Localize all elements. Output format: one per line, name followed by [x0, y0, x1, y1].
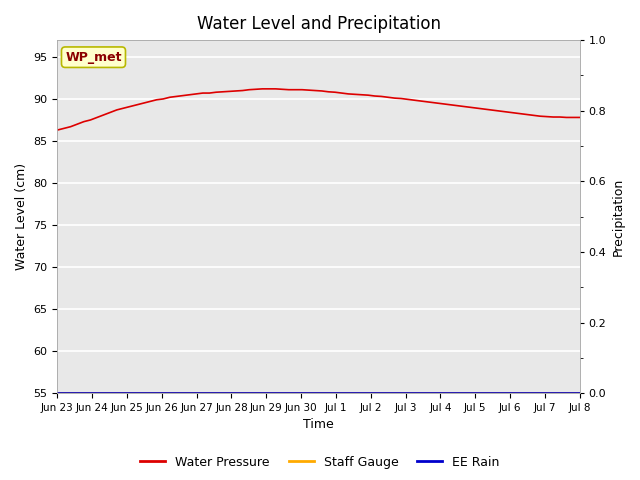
Text: WP_met: WP_met — [65, 51, 122, 64]
Title: Water Level and Precipitation: Water Level and Precipitation — [196, 15, 440, 33]
Water Pressure — [397, 96, 405, 101]
Staff Gauge — [410, 390, 418, 396]
EE Rain — [364, 390, 372, 396]
Staff Gauge — [285, 390, 292, 396]
X-axis label: Time: Time — [303, 419, 334, 432]
EE Rain — [576, 390, 584, 396]
Water Pressure — [54, 127, 61, 133]
Staff Gauge — [54, 390, 61, 396]
Water Pressure — [417, 98, 425, 104]
Water Pressure — [378, 94, 385, 99]
Staff Gauge — [516, 390, 524, 396]
Staff Gauge — [576, 390, 584, 396]
EE Rain — [516, 390, 524, 396]
EE Rain — [285, 390, 292, 396]
Staff Gauge — [364, 390, 372, 396]
Water Pressure — [292, 87, 300, 93]
Legend: Water Pressure, Staff Gauge, EE Rain: Water Pressure, Staff Gauge, EE Rain — [136, 451, 504, 474]
Water Pressure — [523, 112, 531, 118]
Staff Gauge — [391, 390, 399, 396]
Water Pressure — [259, 86, 266, 92]
EE Rain — [54, 390, 61, 396]
EE Rain — [371, 390, 379, 396]
Water Pressure — [576, 115, 584, 120]
Water Pressure — [371, 93, 379, 99]
Y-axis label: Water Level (cm): Water Level (cm) — [15, 163, 28, 270]
Line: Water Pressure: Water Pressure — [58, 89, 580, 130]
EE Rain — [391, 390, 399, 396]
Y-axis label: Precipitation: Precipitation — [612, 178, 625, 256]
EE Rain — [410, 390, 418, 396]
Staff Gauge — [371, 390, 379, 396]
